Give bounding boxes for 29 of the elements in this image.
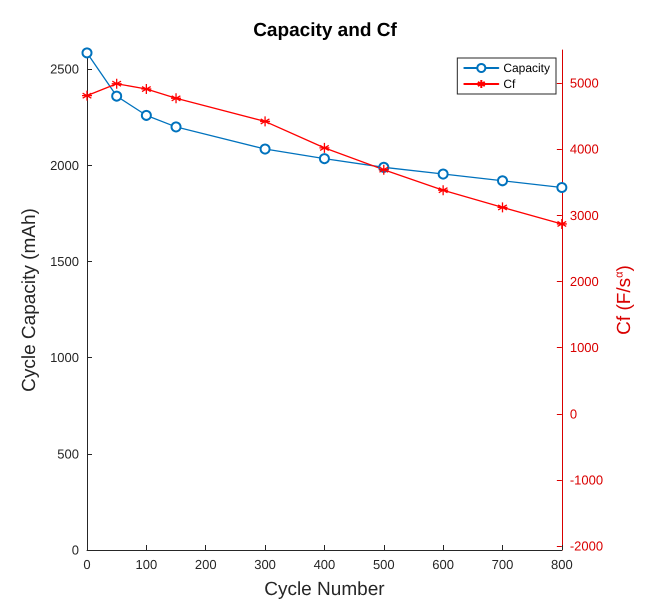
x-tick-label: 500 bbox=[372, 557, 395, 572]
y-tick-label: 1000 bbox=[50, 350, 79, 366]
y2-tick-label: 1000 bbox=[570, 340, 599, 356]
y-axis-title: Cycle Capacity (mAh) bbox=[19, 208, 40, 392]
y2-tick-label: -1000 bbox=[570, 472, 604, 488]
y-tick-label: 1500 bbox=[50, 254, 79, 270]
x-tick-label: 800 bbox=[551, 557, 573, 572]
x-tick-label: 700 bbox=[492, 557, 514, 572]
y2-tick-label: 2000 bbox=[570, 274, 599, 289]
x-tick-label: 100 bbox=[136, 557, 158, 572]
x-tick-label: 0 bbox=[83, 557, 91, 572]
y2-tick-label: 5000 bbox=[570, 76, 599, 91]
x-tick-label: 400 bbox=[314, 557, 336, 572]
x-tick-label: 200 bbox=[194, 557, 217, 572]
y-tick-label: 500 bbox=[57, 446, 79, 462]
y2-tick-label: 3000 bbox=[570, 208, 599, 223]
legend-label: Cf bbox=[503, 77, 516, 91]
y-tick-label: 2500 bbox=[50, 62, 79, 77]
y2-tick-label: -2000 bbox=[570, 538, 604, 554]
x-axis-title: Cycle Number bbox=[264, 579, 386, 600]
y-tick-label: 0 bbox=[72, 542, 79, 558]
chart-title: Capacity and Cf bbox=[253, 20, 398, 41]
y2-tick-label: 4000 bbox=[570, 142, 599, 157]
legend-label: Capacity bbox=[503, 61, 550, 75]
y2-tick-label: 0 bbox=[570, 406, 578, 422]
y2-axis-title: Cf (F/sα) bbox=[614, 265, 635, 335]
x-tick-label: 600 bbox=[432, 557, 454, 572]
y-tick-label: 2000 bbox=[50, 158, 79, 173]
x-tick-label: 300 bbox=[254, 557, 276, 572]
